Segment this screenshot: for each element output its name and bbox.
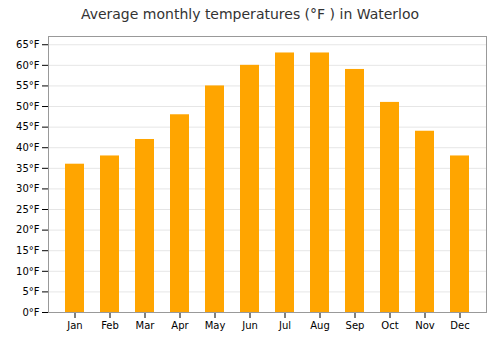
- svg-text:May: May: [205, 320, 226, 331]
- svg-text:Jan: Jan: [66, 320, 82, 331]
- svg-text:Oct: Oct: [381, 320, 398, 331]
- svg-text:Aug: Aug: [310, 320, 330, 331]
- svg-text:Mar: Mar: [136, 320, 156, 331]
- svg-text:15°F: 15°F: [16, 245, 40, 256]
- svg-text:65°F: 65°F: [16, 39, 40, 50]
- svg-text:Apr: Apr: [171, 320, 189, 331]
- svg-text:Feb: Feb: [101, 320, 119, 331]
- svg-text:Jun: Jun: [241, 320, 258, 331]
- svg-text:10°F: 10°F: [16, 266, 40, 277]
- svg-text:Sep: Sep: [346, 320, 365, 331]
- html-text:Average monthly temperatures (: Average monthly temperatures (°F ) in Wa…: [80, 6, 420, 22]
- svg-text:45°F: 45°F: [16, 121, 40, 132]
- svg-text:35°F: 35°F: [16, 163, 40, 174]
- svg-text:20°F: 20°F: [16, 224, 40, 235]
- svg-text:Dec: Dec: [450, 320, 469, 331]
- svg-text:50°F: 50°F: [16, 101, 40, 112]
- svg-text:5°F: 5°F: [22, 286, 39, 297]
- svg-text:Nov: Nov: [415, 320, 435, 331]
- svg-text:40°F: 40°F: [16, 142, 40, 153]
- svg-text:55°F: 55°F: [16, 80, 40, 91]
- svg-text:30°F: 30°F: [16, 183, 40, 194]
- svg-text:Jul: Jul: [278, 320, 291, 331]
- svg-text:60°F: 60°F: [16, 60, 40, 71]
- svg-text:25°F: 25°F: [16, 204, 40, 215]
- svg-text:0°F: 0°F: [22, 307, 39, 318]
